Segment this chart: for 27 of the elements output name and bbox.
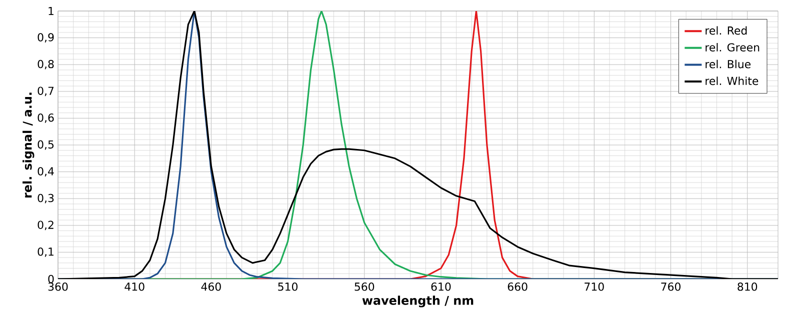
y-tick-label: 0	[48, 274, 54, 284]
y-tick-label: 0,3	[38, 194, 54, 204]
y-tick-label: 0,6	[38, 114, 54, 123]
y-tick-label: 0,5	[38, 140, 54, 150]
x-tick-label: 610	[431, 282, 451, 291]
x-tick-label: 710	[584, 282, 604, 291]
x-tick-label: 360	[48, 282, 68, 291]
legend-label: rel. Red	[706, 26, 747, 35]
x-tick-label: 560	[354, 282, 374, 291]
y-tick-label: 0,8	[38, 60, 54, 70]
y-tick-label: 1	[48, 7, 54, 15]
x-tick-label: 510	[278, 282, 298, 291]
y-axis-title: rel. signal / a.u.	[22, 92, 34, 198]
x-tick-label: 810	[738, 282, 758, 291]
y-tick-label: 0,4	[38, 167, 54, 176]
y-tick-label: 0,1	[38, 248, 54, 257]
x-tick-label: 760	[661, 282, 680, 291]
legend-label: rel. Blue	[706, 60, 751, 68]
x-tick-label: 460	[201, 282, 221, 291]
x-tick-label: 410	[124, 282, 144, 291]
y-tick-label: 0,7	[38, 86, 54, 96]
y-tick-label: 0,9	[38, 33, 54, 42]
x-axis-title: wavelength / nm	[362, 296, 474, 308]
y-tick-label: 0,2	[38, 220, 54, 230]
x-tick-label: 660	[508, 282, 528, 291]
legend-label: rel. White	[706, 76, 758, 86]
legend-label: rel. Green	[706, 43, 760, 52]
